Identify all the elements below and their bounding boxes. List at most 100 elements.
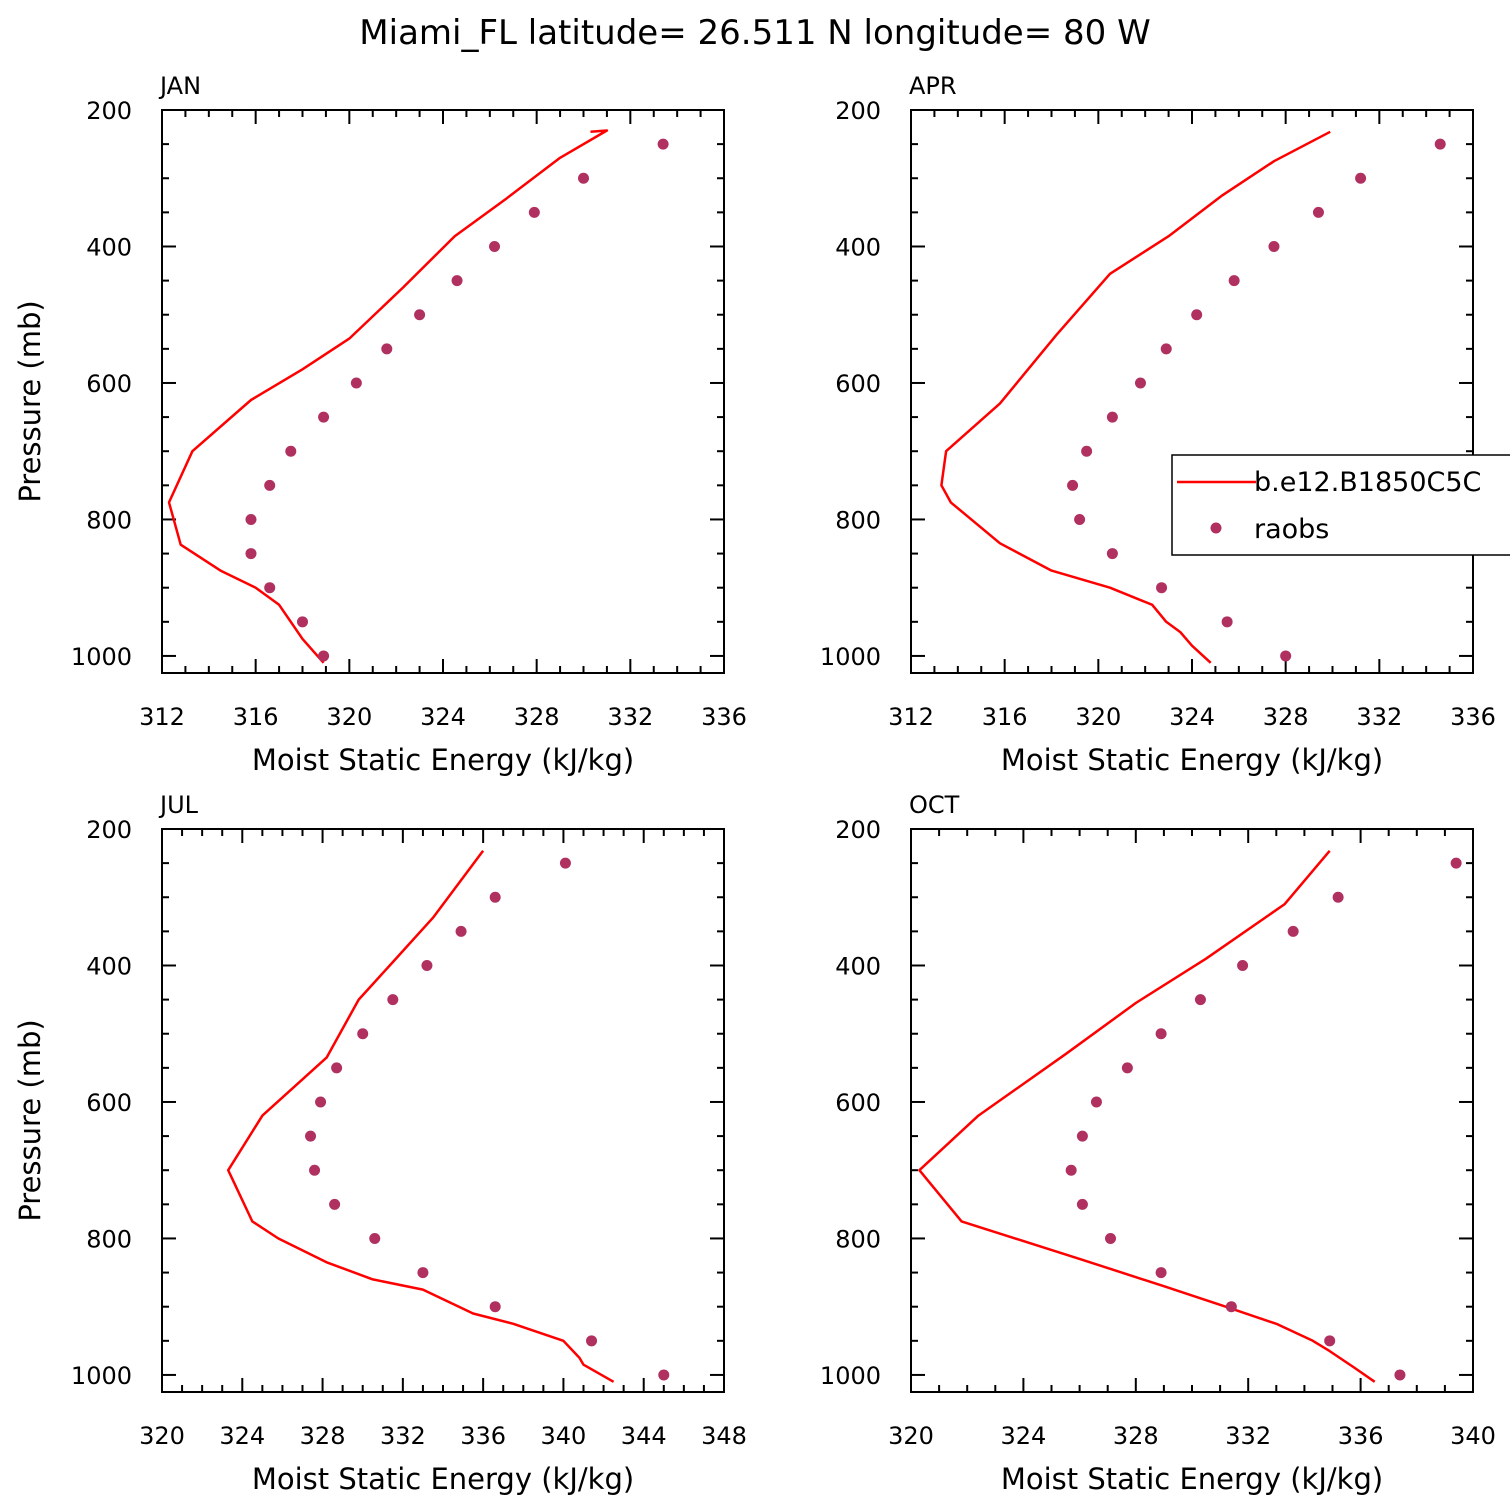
raobs-point: [528, 206, 540, 218]
raobs-point: [1076, 1130, 1088, 1142]
x-tick-label: 336: [460, 1422, 506, 1450]
x-tick-label: 348: [701, 1422, 747, 1450]
y-tick-label: 600: [835, 1089, 881, 1117]
legend-marker-swatch: [1210, 522, 1222, 534]
raobs-point: [1090, 1096, 1102, 1108]
x-tick-label: 332: [1225, 1422, 1271, 1450]
x-axis-title: Moist Static Energy (kJ/kg): [1001, 743, 1383, 777]
x-tick-label: 340: [1450, 1422, 1496, 1450]
x-axis-title: Moist Static Energy (kJ/kg): [252, 743, 634, 777]
y-tick-label: 200: [835, 97, 881, 125]
raobs-point: [1280, 650, 1292, 662]
legend: b.e12.B1850C5C raobs: [1171, 454, 1510, 556]
raobs-point: [1105, 1232, 1117, 1244]
raobs-point: [285, 445, 297, 457]
raobs-point: [1221, 616, 1233, 628]
raobs-point: [658, 1369, 670, 1381]
y-tick-label: 800: [86, 1225, 132, 1253]
y-tick-label: 400: [86, 233, 132, 261]
x-tick-label: 336: [1338, 1422, 1384, 1450]
raobs-point: [657, 138, 669, 150]
x-tick-label: 320: [888, 1422, 934, 1450]
x-tick-label: 324: [1169, 703, 1215, 731]
panel-jan: JAN 312 316 320 324 328 332 336 200 400 600 800 1000…: [13, 72, 747, 777]
raobs-point: [578, 172, 589, 184]
raobs-point: [414, 309, 426, 321]
raobs-point: [1237, 959, 1249, 971]
raobs-point: [264, 582, 276, 594]
raobs-point: [1121, 1062, 1133, 1074]
y-axis-title: Pressure (mb): [13, 300, 47, 502]
panel-jul: JUL 320 324 328 332 336 340 344 348 200 400 600 800 1…: [13, 791, 747, 1496]
raobs-point: [331, 1062, 343, 1074]
model-line: [918, 849, 1376, 1383]
model-line: [940, 130, 1331, 664]
x-tick-label: 320: [139, 1422, 185, 1450]
raobs-point: [329, 1198, 341, 1210]
raobs-point: [1394, 1369, 1406, 1381]
raobs-point: [1312, 206, 1324, 218]
figure-title: Miami_FL latitude= 26.511 N longitude= 8…: [359, 13, 1150, 53]
x-tick-label: 324: [1000, 1422, 1046, 1450]
raobs-point: [1156, 582, 1168, 594]
y-tick-label: 400: [835, 952, 881, 980]
y-tick-label: 400: [86, 952, 132, 980]
y-tick-label: 400: [835, 233, 881, 261]
plot-frame: [161, 109, 725, 674]
x-tick-label: 324: [219, 1422, 265, 1450]
raobs-point: [421, 959, 433, 971]
plot-frame: [910, 109, 1474, 674]
raobs-point: [1450, 857, 1462, 869]
panel-oct: OCT 320 324 328 332 336 340 200 400 600 800 1000 Moi…: [820, 791, 1496, 1496]
x-tick-label: 320: [1075, 703, 1121, 731]
y-tick-label: 800: [835, 1225, 881, 1253]
y-tick-label: 1000: [820, 643, 881, 671]
y-tick-label: 1000: [71, 1362, 132, 1390]
x-tick-label: 336: [701, 703, 747, 731]
y-tick-label: 600: [86, 370, 132, 398]
x-tick-label: 340: [541, 1422, 587, 1450]
x-tick-label: 332: [607, 703, 653, 731]
raobs-point: [1106, 548, 1118, 560]
raobs-point: [489, 1301, 501, 1313]
raobs-point: [318, 411, 330, 423]
raobs-point: [1355, 172, 1367, 184]
raobs-point: [1155, 1028, 1167, 1040]
x-axis-title: Moist Static Energy (kJ/kg): [252, 1462, 634, 1496]
raobs-point: [318, 650, 330, 662]
x-tick-label: 328: [1263, 703, 1309, 731]
raobs-point: [387, 994, 399, 1006]
x-tick-label: 324: [420, 703, 466, 731]
x-tick-label: 312: [139, 703, 185, 731]
legend-label-obs: raobs: [1254, 514, 1329, 545]
raobs-point: [1067, 479, 1079, 491]
raobs-point: [559, 857, 571, 869]
x-tick-label: 316: [982, 703, 1028, 731]
model-line: [167, 129, 609, 664]
raobs-point: [357, 1028, 369, 1040]
raobs-point: [1160, 343, 1172, 355]
raobs-point: [369, 1232, 381, 1244]
y-tick-label: 800: [835, 506, 881, 534]
x-tick-label: 344: [621, 1422, 667, 1450]
y-tick-label: 1000: [71, 643, 132, 671]
panel-label-jul: JUL: [158, 791, 199, 819]
legend-box: [1171, 454, 1510, 556]
raobs-point: [451, 275, 463, 287]
y-tick-label: 1000: [820, 1362, 881, 1390]
panel-label-jan: JAN: [158, 72, 201, 100]
raobs-point: [305, 1130, 317, 1142]
raobs-point: [1228, 275, 1240, 287]
raobs-point: [1287, 925, 1299, 937]
panels: JAN 312 316 320 324 328 332 336 200 400 600 800 1000…: [13, 72, 1496, 1496]
raobs-point: [1194, 994, 1206, 1006]
x-tick-label: 332: [380, 1422, 426, 1450]
raobs-point: [1434, 138, 1446, 150]
raobs-point: [1065, 1164, 1077, 1176]
raobs-point: [1225, 1301, 1237, 1313]
y-tick-label: 600: [86, 1089, 132, 1117]
raobs-point: [381, 343, 393, 355]
y-tick-label: 600: [835, 370, 881, 398]
raobs-point: [315, 1096, 327, 1108]
